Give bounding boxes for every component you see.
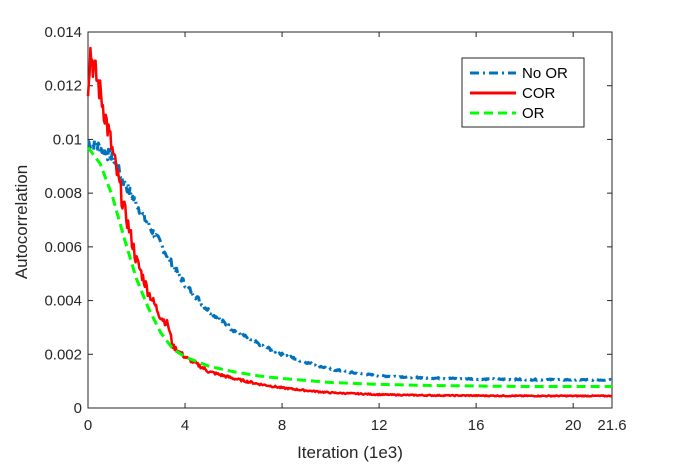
x-tick-label: 16 <box>468 417 485 434</box>
x-tick-label: 0 <box>84 417 92 434</box>
y-tick-label: 0 <box>74 400 82 417</box>
series-line-no-or <box>87 138 613 382</box>
y-tick-label: 0.006 <box>44 239 82 256</box>
x-tick-label: 8 <box>278 417 286 434</box>
legend: No OR COR OR <box>461 57 585 128</box>
plot-frame <box>87 31 613 409</box>
axes: 0 4 8 12 16 20 21.6 0 0.002 0.004 0.006 0.008 0.01 0.… <box>44 24 626 434</box>
y-tick-label: 0.012 <box>44 78 82 95</box>
y-tick-label: 0.004 <box>44 293 82 310</box>
legend-label: OR <box>522 105 545 122</box>
series-line-or <box>86 146 613 388</box>
y-axis-title: Autocorrelation <box>12 165 31 279</box>
x-tick-label: 12 <box>371 417 388 434</box>
y-tick-label: 0.008 <box>44 185 82 202</box>
x-tick-label: 21.6 <box>597 417 626 434</box>
y-tick-label: 0.014 <box>44 24 82 41</box>
x-axis-title: Iteration (1e3) <box>297 443 403 462</box>
series-layer <box>86 46 613 398</box>
y-tick-label: 0.002 <box>44 346 82 363</box>
x-tick-label: 4 <box>181 417 189 434</box>
y-tick-label: 0.01 <box>53 131 82 148</box>
legend-label: COR <box>522 85 556 102</box>
legend-label: No OR <box>522 65 568 82</box>
x-tick-label: 20 <box>565 417 582 434</box>
